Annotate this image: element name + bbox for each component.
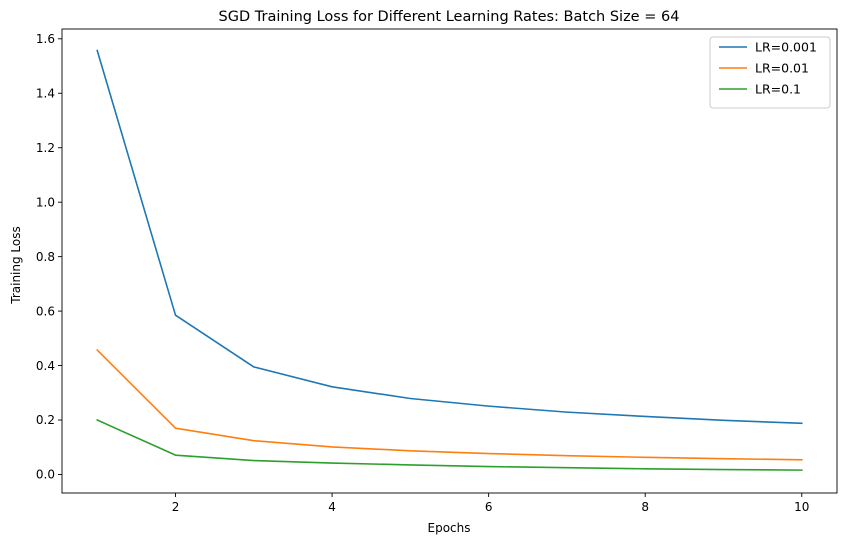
x-tick-label: 10 — [794, 500, 809, 514]
chart-title: SGD Training Loss for Different Learning… — [219, 9, 680, 25]
x-tick-label: 4 — [328, 500, 336, 514]
x-tick-label: 2 — [172, 500, 180, 514]
y-tick-label: 1.2 — [36, 141, 55, 155]
x-tick-label: 8 — [641, 500, 649, 514]
y-tick-label: 0.6 — [36, 304, 55, 318]
y-axis-label: Training Loss — [9, 226, 23, 304]
plot-area — [61, 28, 838, 494]
x-tick-label: 6 — [485, 500, 493, 514]
legend-label: LR=0.01 — [755, 61, 809, 76]
series-line-3 — [96, 418, 803, 471]
series-lines — [96, 49, 803, 471]
x-axis-label: Epochs — [428, 521, 471, 535]
plot-frame — [61, 28, 838, 494]
y-tick-label: 0.2 — [36, 413, 55, 427]
y-axis: 0.0 0.2 0.4 0.6 0.8 1.0 1.2 1.4 1.6 — [36, 32, 62, 482]
series-line-2 — [96, 348, 803, 461]
legend: LR=0.001 LR=0.01 LR=0.1 — [709, 36, 831, 109]
y-tick-label: 0.0 — [36, 468, 55, 482]
y-tick-label: 1.0 — [36, 195, 55, 209]
legend-label: LR=0.1 — [755, 82, 801, 97]
x-axis: 2 4 6 8 10 — [172, 493, 809, 514]
legend-label: LR=0.001 — [755, 40, 817, 55]
y-tick-label: 0.4 — [36, 359, 55, 373]
series-line-1 — [96, 49, 803, 425]
y-tick-label: 0.8 — [36, 250, 55, 264]
y-tick-label: 1.6 — [36, 32, 55, 46]
legend-box — [709, 36, 831, 109]
y-tick-label: 1.4 — [36, 86, 55, 100]
